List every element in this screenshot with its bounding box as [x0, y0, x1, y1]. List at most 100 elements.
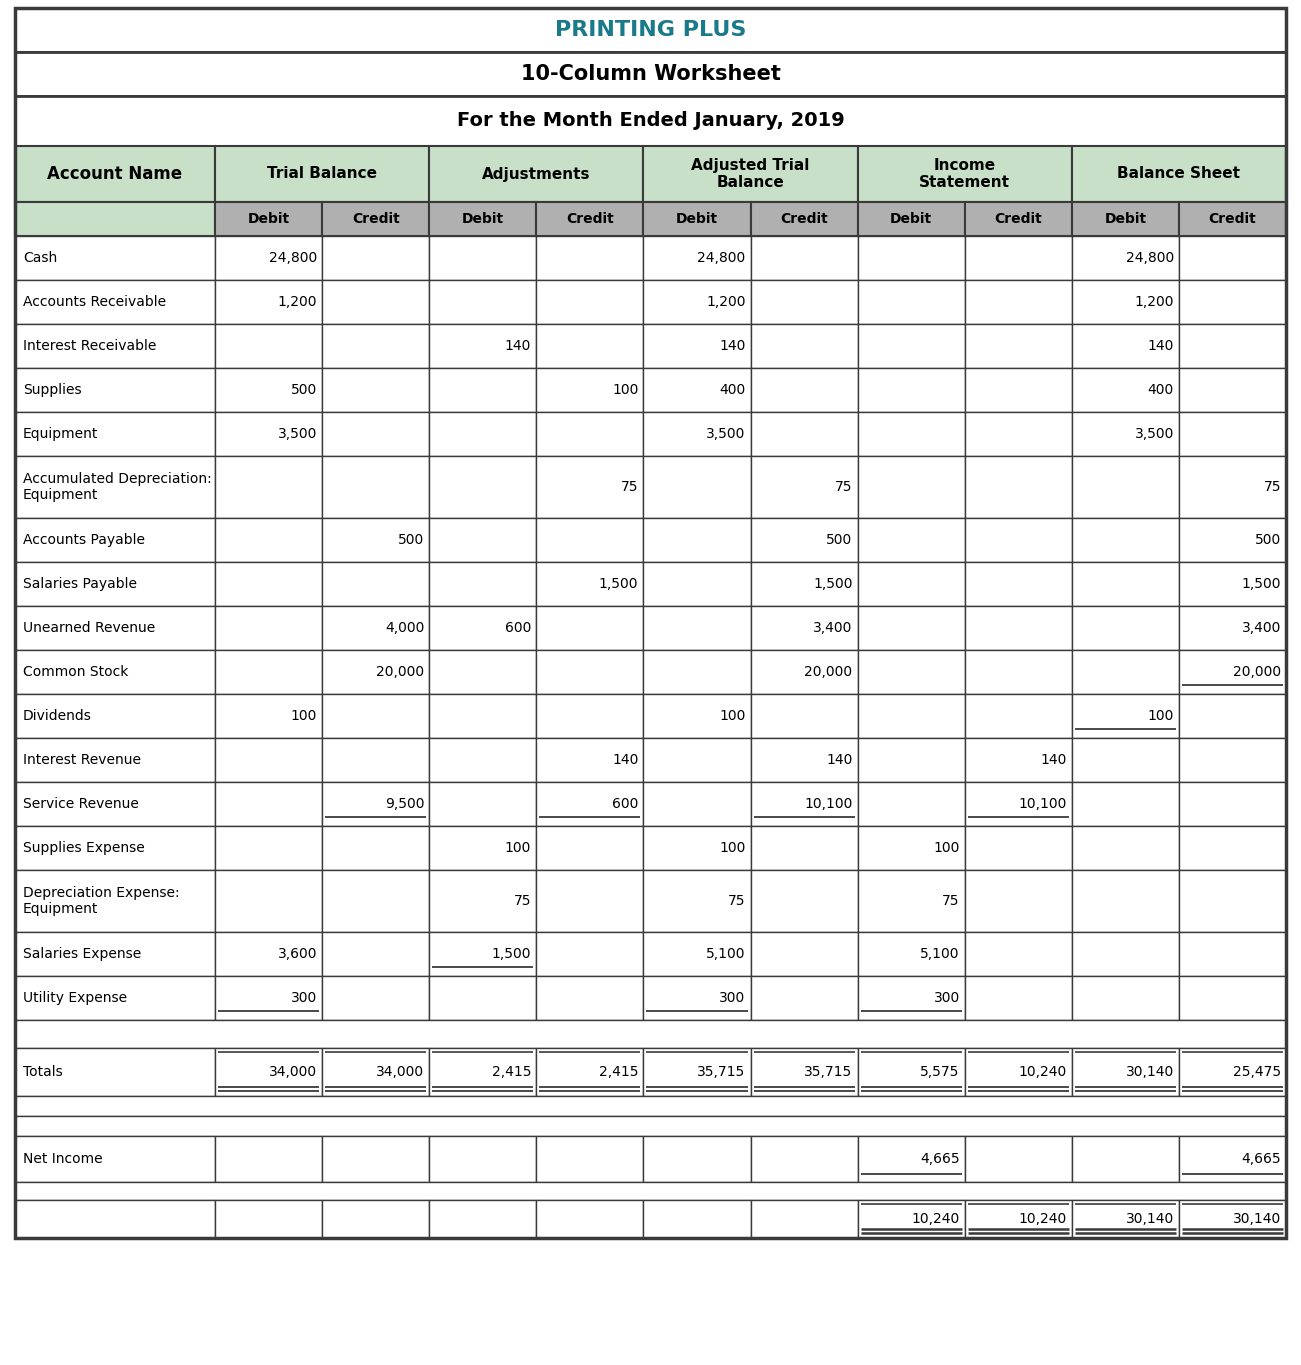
Text: 400: 400 [1147, 384, 1174, 397]
Bar [857, 456, 965, 517]
Bar [1179, 1136, 1285, 1182]
Bar [751, 606, 857, 650]
Bar [536, 412, 644, 456]
Bar [323, 456, 429, 517]
Bar [751, 693, 857, 738]
Text: 35,715: 35,715 [804, 1065, 852, 1078]
Text: 34,000: 34,000 [376, 1065, 424, 1078]
Text: Common Stock: Common Stock [23, 665, 129, 678]
Bar [644, 738, 751, 782]
Bar [857, 1200, 965, 1238]
Bar [857, 693, 965, 738]
Text: Supplies Expense: Supplies Expense [23, 841, 144, 854]
Text: 140: 140 [1147, 339, 1174, 354]
Bar [323, 782, 429, 826]
Bar [1072, 1136, 1179, 1182]
Text: 10,100: 10,100 [1019, 797, 1067, 811]
Bar [429, 606, 536, 650]
Text: 9,500: 9,500 [385, 797, 424, 811]
Text: 140: 140 [505, 339, 531, 354]
Bar [857, 826, 965, 870]
Bar [644, 412, 751, 456]
Bar [644, 976, 751, 1020]
Bar [16, 826, 215, 870]
Bar [751, 826, 857, 870]
Bar [644, 870, 751, 932]
Bar [644, 826, 751, 870]
Bar [536, 517, 644, 562]
Bar [1072, 782, 1179, 826]
Bar [16, 650, 215, 693]
Bar [215, 1200, 323, 1238]
Text: 10,240: 10,240 [1019, 1212, 1067, 1226]
Text: 100: 100 [505, 841, 531, 854]
Bar [1179, 870, 1285, 932]
Bar [429, 236, 536, 280]
Text: 100: 100 [933, 841, 960, 854]
Bar [1179, 369, 1285, 412]
Bar [857, 324, 965, 369]
Text: 500: 500 [398, 532, 424, 547]
Bar [536, 826, 644, 870]
Text: Credit: Credit [994, 212, 1042, 227]
Text: 5,575: 5,575 [920, 1065, 960, 1078]
Text: Trial Balance: Trial Balance [267, 167, 377, 182]
Text: Account Name: Account Name [47, 165, 182, 183]
Text: 100: 100 [290, 708, 317, 723]
Bar [16, 146, 215, 202]
Bar [1072, 1200, 1179, 1238]
Text: 4,665: 4,665 [1241, 1152, 1281, 1166]
Text: 30,140: 30,140 [1233, 1212, 1281, 1226]
Bar [1179, 932, 1285, 976]
Bar [857, 1048, 965, 1096]
Bar [1072, 562, 1179, 606]
Text: 3,500: 3,500 [706, 427, 745, 441]
Bar [644, 782, 751, 826]
Bar [857, 606, 965, 650]
Text: 500: 500 [291, 384, 317, 397]
Bar [429, 202, 536, 236]
Bar [16, 1096, 1285, 1117]
Bar [857, 932, 965, 976]
Bar [751, 236, 857, 280]
Text: 500: 500 [1254, 532, 1281, 547]
Bar [16, 562, 215, 606]
Bar [536, 738, 644, 782]
Text: 75: 75 [1263, 480, 1281, 494]
Bar [429, 369, 536, 412]
Bar [323, 517, 429, 562]
Text: 30,140: 30,140 [1125, 1212, 1174, 1226]
Bar [323, 236, 429, 280]
Text: 75: 75 [514, 894, 531, 908]
Bar [429, 693, 536, 738]
Text: Credit: Credit [781, 212, 827, 227]
Bar [215, 369, 323, 412]
Text: 75: 75 [835, 480, 852, 494]
Bar [965, 1136, 1072, 1182]
Text: 600: 600 [505, 621, 531, 635]
Bar [965, 650, 1072, 693]
Bar [1179, 412, 1285, 456]
Bar [644, 456, 751, 517]
Bar [965, 826, 1072, 870]
Bar [1179, 650, 1285, 693]
Text: 20,000: 20,000 [376, 665, 424, 678]
Bar [16, 1048, 215, 1096]
Bar [323, 606, 429, 650]
Bar [16, 1136, 215, 1182]
Bar [16, 738, 215, 782]
Bar [1179, 826, 1285, 870]
Text: 140: 140 [826, 753, 852, 767]
Bar [751, 932, 857, 976]
Bar [323, 369, 429, 412]
Bar [644, 324, 751, 369]
Text: Income
Statement: Income Statement [920, 158, 1010, 190]
Bar [857, 146, 1072, 202]
Text: 3,600: 3,600 [277, 947, 317, 961]
Bar [965, 782, 1072, 826]
Bar [857, 412, 965, 456]
Bar [1072, 412, 1179, 456]
Bar [536, 1136, 644, 1182]
Bar [429, 562, 536, 606]
Bar [536, 606, 644, 650]
